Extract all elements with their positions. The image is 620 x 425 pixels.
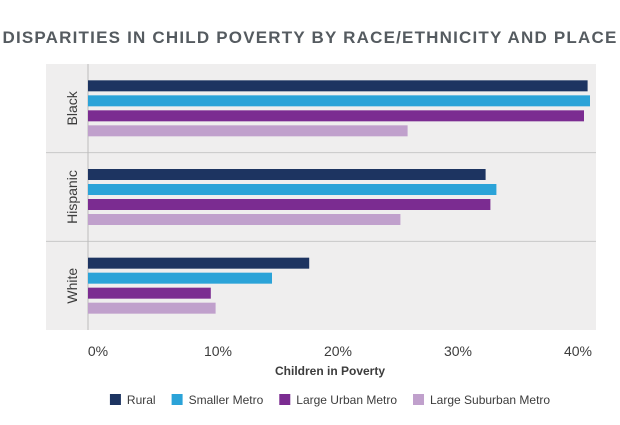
legend-label: Rural xyxy=(127,393,156,407)
category-label-black: Black xyxy=(64,90,80,125)
x-axis-title: Children in Poverty xyxy=(275,364,385,378)
x-tick-label: 20% xyxy=(324,343,352,359)
category-band-hispanic xyxy=(46,152,596,242)
legend-swatch xyxy=(279,394,291,405)
bar-black-large-urban-metro xyxy=(88,110,584,122)
x-tick-label: 10% xyxy=(204,343,232,359)
x-tick-label: 40% xyxy=(564,343,592,359)
legend-label: Large Suburban Metro xyxy=(430,393,550,407)
legend-swatch xyxy=(413,394,425,405)
bar-hispanic-large-suburban-metro xyxy=(88,214,401,225)
legend-item-rural: Rural xyxy=(109,393,156,407)
category-label-hispanic: Hispanic xyxy=(64,170,80,224)
legend-swatch xyxy=(171,394,183,405)
category-band-white xyxy=(46,241,596,330)
bar-black-large-suburban-metro xyxy=(88,125,408,137)
category-band-black xyxy=(46,64,596,153)
bar-black-rural xyxy=(88,80,588,92)
legend-item-large-suburban-metro: Large Suburban Metro xyxy=(413,393,550,407)
bar-hispanic-smaller-metro xyxy=(88,184,497,195)
legend-label: Large Urban Metro xyxy=(296,393,397,407)
bar-white-large-urban-metro xyxy=(88,287,211,299)
bar-white-large-suburban-metro xyxy=(88,302,216,314)
bar-white-rural xyxy=(88,257,310,269)
bar-hispanic-rural xyxy=(88,169,486,180)
bar-white-smaller-metro xyxy=(88,272,272,284)
bar-black-smaller-metro xyxy=(88,95,590,107)
legend-item-smaller-metro: Smaller Metro xyxy=(171,393,264,407)
legend-swatch xyxy=(109,394,121,405)
legend-label: Smaller Metro xyxy=(189,393,264,407)
x-tick-label: 30% xyxy=(444,343,472,359)
category-label-white: White xyxy=(64,268,80,304)
bar-hispanic-large-urban-metro xyxy=(88,199,491,210)
chart-title: DISPARITIES IN CHILD POVERTY BY RACE/ETH… xyxy=(2,28,618,47)
x-tick-label: 0% xyxy=(88,343,108,359)
legend-item-large-urban-metro: Large Urban Metro xyxy=(279,393,397,407)
